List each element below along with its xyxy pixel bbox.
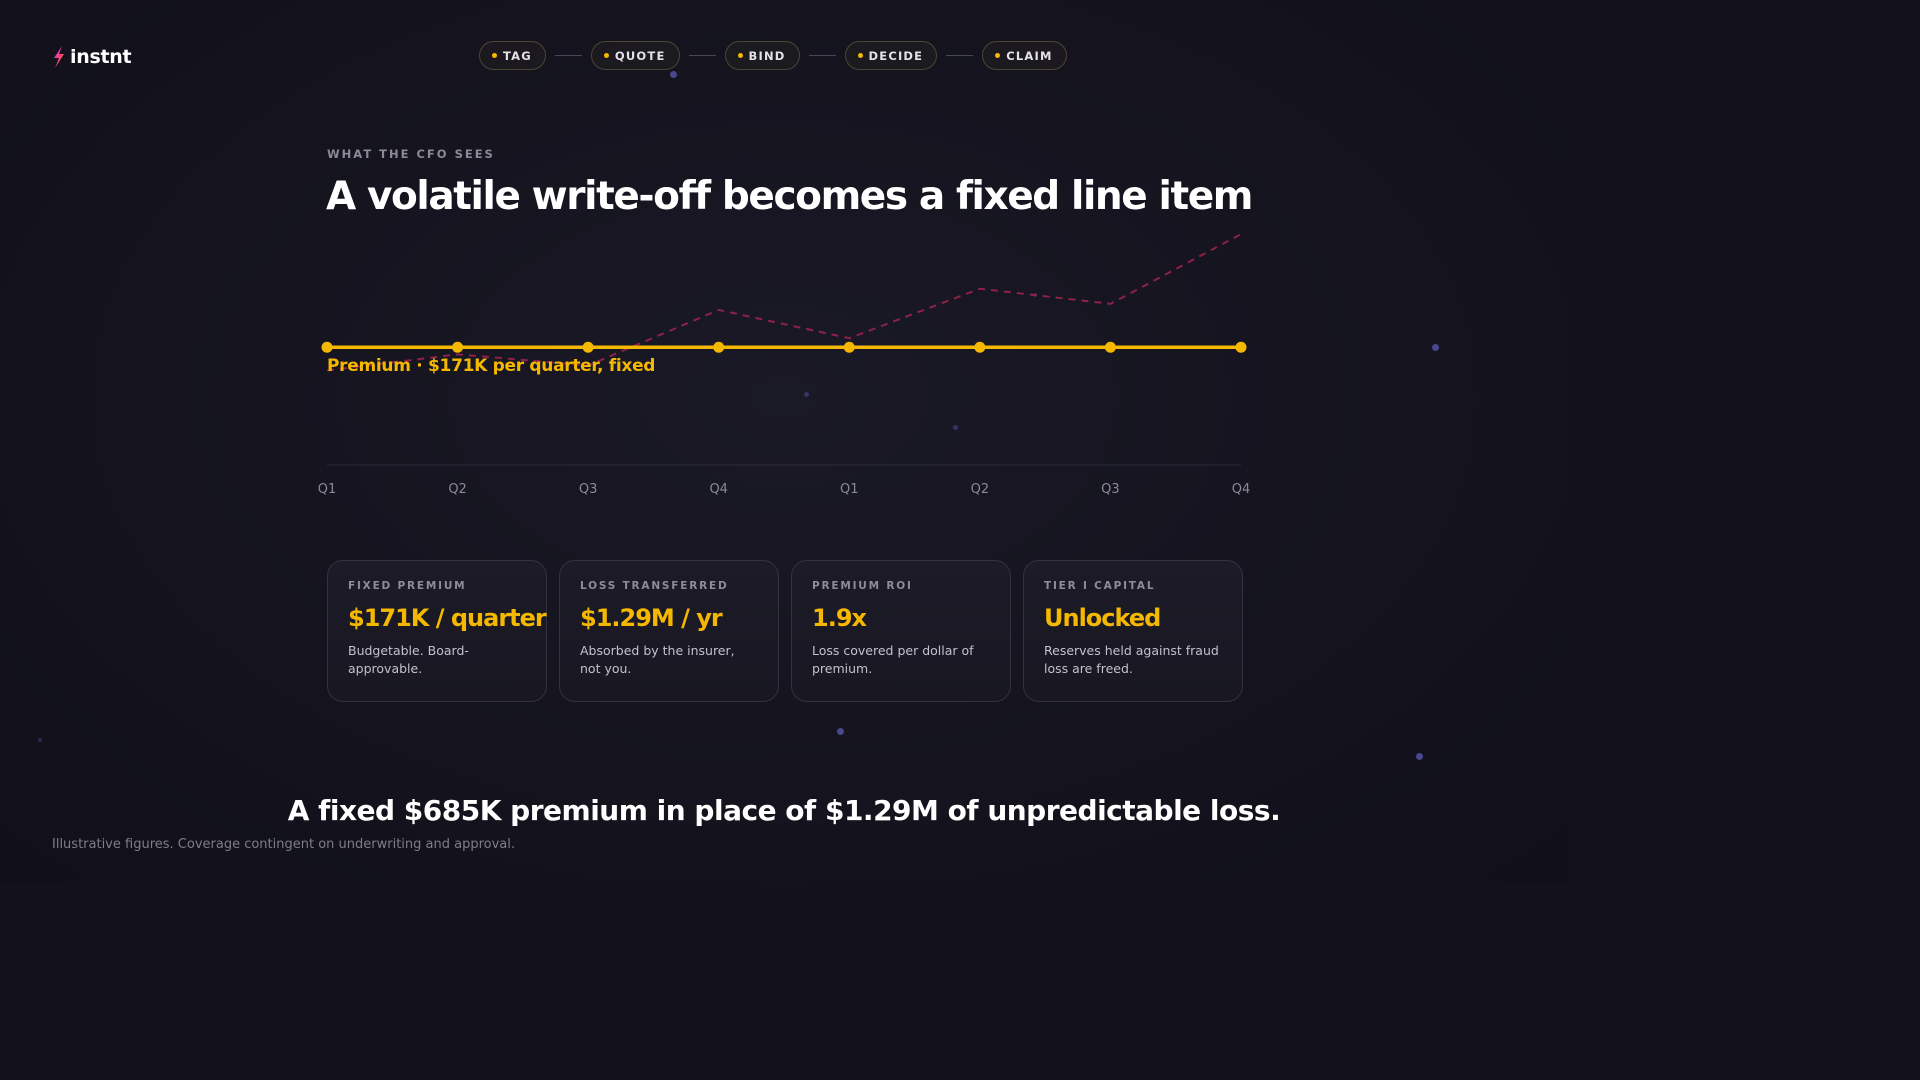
card-description: Loss covered per dollar of premium. — [812, 643, 974, 676]
section-eyebrow: WHAT THE CFO SEES — [327, 147, 495, 161]
step-label: DECIDE — [868, 48, 924, 63]
x-tick-label: Q2 — [971, 482, 990, 497]
metric-card-tier-capital: TIER I CAPITAL Unlocked Reserves held ag… — [1023, 560, 1243, 702]
card-description: Budgetable. Board-approvable. — [348, 643, 469, 676]
loss-series-line — [326, 233, 1242, 372]
step-decide[interactable]: DECIDE — [844, 41, 938, 70]
card-description: Absorbed by the insurer, not you. — [580, 643, 735, 676]
step-label: BIND — [748, 48, 786, 63]
card-value: Unlocked — [1044, 604, 1161, 632]
card-description: Reserves held against fraud loss are fre… — [1044, 643, 1219, 676]
premium-vs-loss-chart: Q1 Q2 Q3 Q4 Q1 Q2 Q3 Q4 — [318, 233, 1251, 497]
card-value: 1.9x — [812, 604, 867, 632]
x-tick-label: Q4 — [709, 482, 728, 497]
card-label: TIER I CAPITAL — [1044, 580, 1156, 592]
premium-data-point — [1235, 341, 1247, 353]
process-steps: TAG QUOTE BIND DECIDE CLAIM — [479, 41, 1067, 70]
premium-data-point — [713, 341, 725, 353]
step-dot-icon — [603, 53, 609, 58]
card-value: $171K / quarter — [348, 604, 547, 632]
brand-logo[interactable]: instnt — [52, 46, 132, 68]
decorative-dot — [953, 425, 958, 430]
page-title: A volatile write-off becomes a fixed lin… — [326, 174, 1253, 219]
premium-data-point — [1104, 341, 1116, 353]
x-tick-label: Q3 — [579, 482, 598, 497]
disclaimer: Illustrative figures. Coverage contingen… — [52, 837, 516, 852]
step-label: QUOTE — [614, 48, 666, 63]
step-quote[interactable]: QUOTE — [590, 41, 680, 70]
card-label: PREMIUM ROI — [812, 580, 913, 592]
metric-card-fixed-premium: FIXED PREMIUM $171K / quarter Budgetable… — [327, 560, 547, 702]
step-connector — [688, 55, 716, 56]
brand-name: instnt — [70, 46, 132, 68]
step-claim[interactable]: CLAIM — [982, 41, 1067, 70]
premium-data-point — [452, 341, 464, 353]
premium-series-label: Premium · $171K per quarter, fixed — [327, 356, 656, 376]
slide: instnt TAG QUOTE BIND DECIDE CLAIM WHAT … — [0, 0, 1568, 882]
premium-data-point — [582, 341, 594, 353]
step-label: CLAIM — [1006, 48, 1053, 63]
card-label: LOSS TRANSFERRED — [580, 580, 729, 592]
step-label: TAG — [503, 48, 532, 63]
x-tick-label: Q3 — [1101, 482, 1120, 497]
decorative-dot — [1432, 344, 1439, 351]
metric-card-premium-roi: PREMIUM ROI 1.9x Loss covered per dollar… — [791, 560, 1011, 702]
decorative-dot — [804, 392, 809, 397]
x-tick-label: Q2 — [448, 482, 467, 497]
premium-data-point — [843, 341, 855, 353]
step-connector — [808, 55, 836, 56]
step-connector — [554, 55, 582, 56]
step-dot-icon — [492, 53, 497, 58]
x-tick-label: Q4 — [1232, 482, 1251, 497]
decorative-dot — [1416, 753, 1423, 760]
x-tick-label: Q1 — [840, 482, 859, 497]
card-label: FIXED PREMIUM — [348, 580, 467, 592]
premium-data-point — [974, 341, 986, 353]
step-connector — [946, 55, 974, 56]
step-dot-icon — [857, 53, 863, 58]
step-bind[interactable]: BIND — [724, 41, 800, 70]
premium-data-point — [321, 341, 333, 353]
decorative-dot — [670, 71, 677, 78]
step-tag[interactable]: TAG — [479, 41, 546, 70]
conclusion-statement: A fixed $685K premium in place of $1.29M… — [287, 794, 1281, 827]
step-dot-icon — [737, 53, 743, 58]
metric-cards: FIXED PREMIUM $171K / quarter Budgetable… — [327, 560, 1243, 702]
x-tick-label: Q1 — [318, 482, 337, 497]
decorative-dot — [837, 728, 844, 735]
metric-card-loss-transferred: LOSS TRANSFERRED $1.29M / yr Absorbed by… — [559, 560, 779, 702]
decorative-dot — [38, 738, 42, 742]
step-dot-icon — [995, 53, 1001, 58]
lightning-bolt-icon — [54, 46, 64, 68]
card-value: $1.29M / yr — [580, 604, 723, 632]
